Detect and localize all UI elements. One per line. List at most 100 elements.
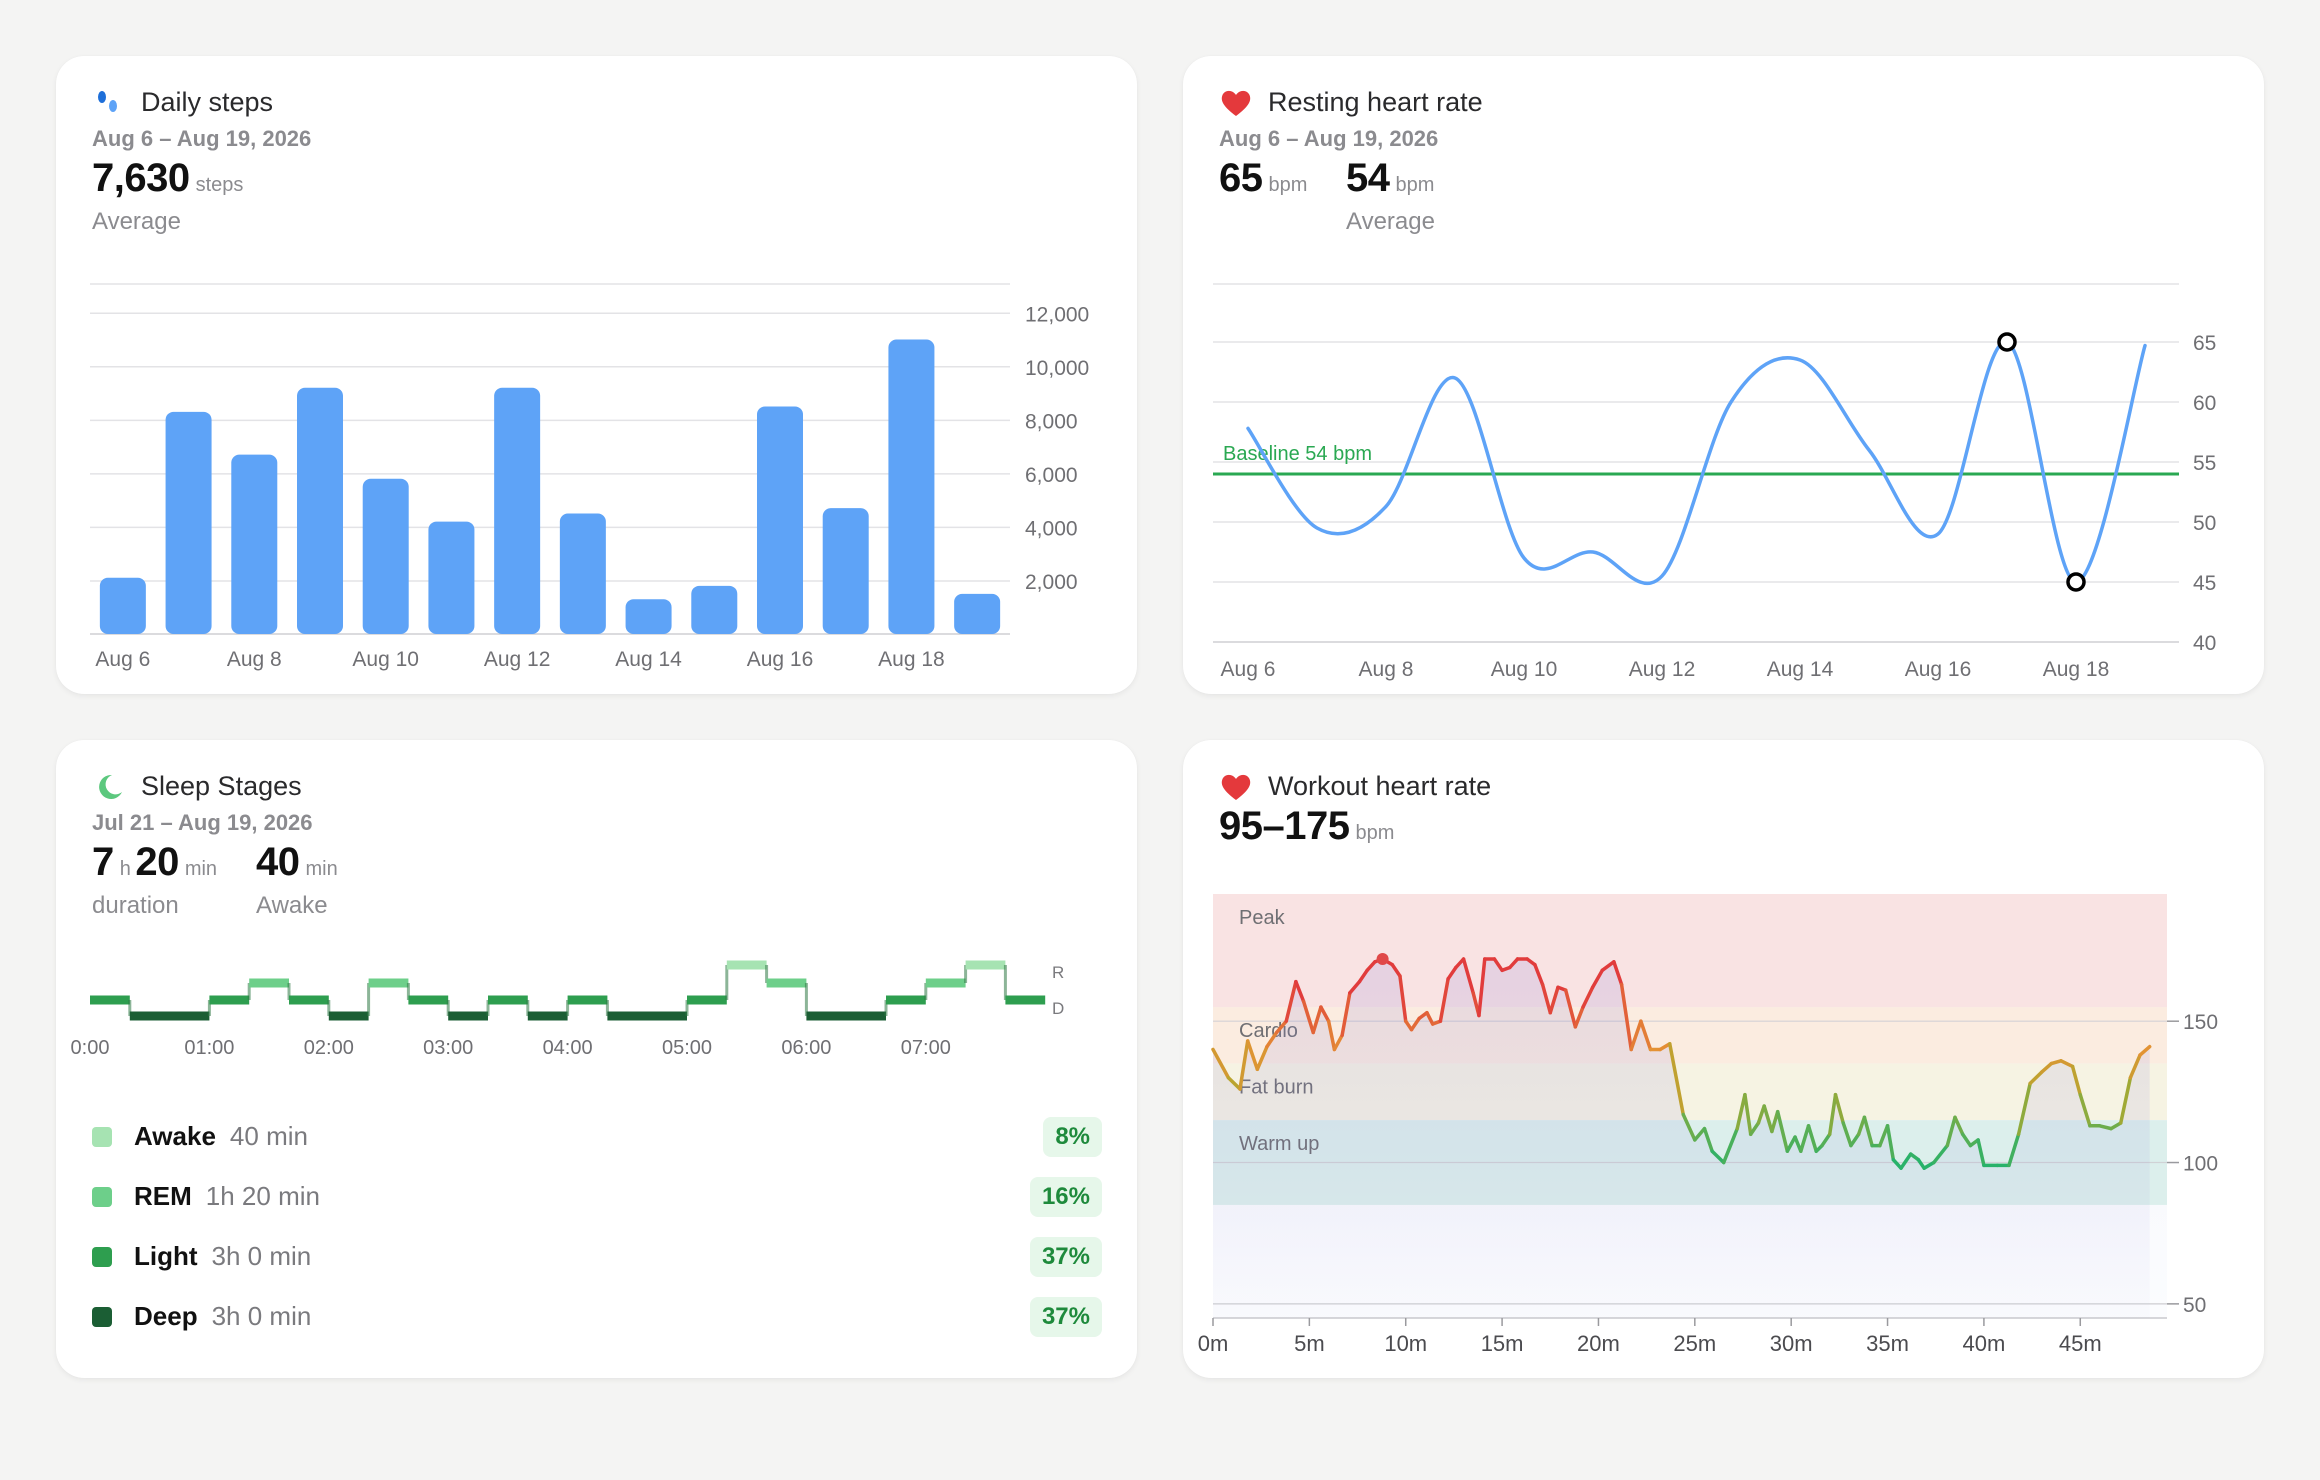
hr-line-segment <box>1799 1124 1811 1153</box>
stat-caption: Average <box>1346 208 1435 235</box>
x-tick-label: Aug 6 <box>95 648 150 671</box>
hr-line-segment <box>1409 1016 1421 1032</box>
y-tick-label: 12,000 <box>1025 303 1089 326</box>
hr-line-segment <box>1639 1019 1653 1052</box>
hr-range-stat: 95–175 bpm <box>1219 804 1394 849</box>
y-tick-label: 45 <box>2193 572 2216 595</box>
bar <box>691 585 738 634</box>
hr-line-segment <box>1612 960 1624 987</box>
x-tick-label: Aug 14 <box>615 648 682 671</box>
stat-unit: bpm <box>1395 174 1435 196</box>
series-line <box>1246 340 2147 586</box>
bar <box>954 593 1001 634</box>
legend-swatch <box>92 1307 112 1327</box>
y-tick-label: 100 <box>2183 1153 2218 1176</box>
hr-line-segment <box>1284 979 1298 1023</box>
hr-line-segment <box>2078 1092 2092 1128</box>
hr-line-segment <box>2007 1132 2021 1168</box>
stage-percentage-badge: 16% <box>1029 1177 1102 1217</box>
hr-line-segment <box>1265 1030 1279 1049</box>
hr-line-segment <box>2059 1059 2075 1069</box>
hr-line-segment <box>1365 960 1377 973</box>
x-tick-label: 07:00 <box>901 1037 951 1059</box>
bar <box>757 406 803 634</box>
hr-line-segment <box>1658 1042 1672 1052</box>
resting-heart-rate-line-chart: 40 45 50 55 60 65 Baseline 54 bpm Aug 6 Aug 8 Aug… <box>1213 283 2216 681</box>
x-tick-label: 10m <box>1384 1331 1427 1356</box>
hr-line-segment <box>1211 1047 1231 1080</box>
hr-line-segment <box>1702 1126 1714 1153</box>
y-tick-label: 60 <box>2193 392 2216 415</box>
hr-line-segment <box>2109 1121 2123 1131</box>
duration-minutes: 20 <box>135 840 179 884</box>
hr-line-segment <box>1390 962 1402 978</box>
heart-icon <box>1221 774 1251 800</box>
highlight-point <box>2066 572 2086 592</box>
x-tick-label: Aug 8 <box>227 648 282 671</box>
hr-line-segment <box>1960 1132 1973 1148</box>
duration-hours: 7 <box>92 840 114 884</box>
footsteps-icon <box>98 91 117 112</box>
highlight-point <box>1997 332 2017 352</box>
card-title: Workout heart rate <box>1268 771 1492 801</box>
heart-icon <box>1221 90 1251 116</box>
x-tick-label: 02:00 <box>304 1037 354 1059</box>
x-tick-label: Aug 14 <box>1767 658 1834 681</box>
legend-item-awake[interactable]: Awake 40 min 8% <box>92 1117 1102 1157</box>
hr-line-segment <box>1438 977 1450 1023</box>
workout-heart-rate-chart: 50100150PeakCardioFat burnWarm up0m5m10m… <box>1198 894 2218 1356</box>
bar <box>428 521 475 634</box>
hr-line-segment <box>1332 1033 1344 1052</box>
bar <box>822 508 869 634</box>
resting-heart-rate-card[interactable]: Resting heart rate Aug 6 – Aug 19, 2026 … <box>1183 56 2264 694</box>
stage-duration: 3h 0 min <box>211 1301 312 1331</box>
hr-line-segment <box>1841 1121 1853 1148</box>
moon-icon <box>99 774 122 799</box>
hr-line-segment <box>1326 1019 1337 1052</box>
hr-line-segment <box>1548 985 1560 1015</box>
legend-swatch <box>92 1247 112 1267</box>
workout-heart-rate-card[interactable]: Workout heart rate 95–175 bpm 50 100 150 Pea… <box>1183 740 2264 1378</box>
x-tick-label: 06:00 <box>781 1037 831 1059</box>
date-range: Jul 21 – Aug 19, 2026 <box>92 810 313 835</box>
hr-line-segment <box>1477 957 1487 1018</box>
hr-line-segment <box>1357 968 1369 984</box>
stat-caption: duration <box>92 892 179 919</box>
stage-percentage-badge: 37% <box>1029 1297 1102 1337</box>
stat-value: 40 <box>256 840 300 884</box>
y-tick-label: 4,000 <box>1025 517 1078 540</box>
hr-line-segment <box>2039 1061 2054 1074</box>
hr-line-segment <box>1508 957 1520 970</box>
steps-bar-chart: 2,000 4,000 6,000 8,000 10,000 12,000 Aug 6 Aug… <box>90 283 1089 671</box>
hours-unit: h <box>119 858 131 880</box>
y-tick-label: 40 <box>2193 632 2216 655</box>
average-steps-stat: 7,630 steps <box>92 156 243 201</box>
x-tick-label: Aug 6 <box>1221 658 1276 681</box>
daily-steps-card[interactable]: Daily steps Aug 6 – Aug 19, 2026 7,630 st… <box>56 56 1137 694</box>
legend-item-light[interactable]: Light 3h 0 min 37% <box>92 1237 1102 1277</box>
y-tick-label: 50 <box>2193 512 2216 535</box>
hr-line-segment <box>1425 1010 1435 1026</box>
stage-axis-label: R <box>1052 963 1064 982</box>
stage-axis-label: D <box>1052 999 1064 1018</box>
hr-line-segment <box>2016 1081 2032 1137</box>
stat-value: 7,630 <box>92 156 190 200</box>
average-rhr-stat: 54 bpm <box>1346 156 1434 201</box>
hr-line-segment <box>2138 1044 2152 1057</box>
hr-line-segment <box>1629 1019 1643 1052</box>
legend-item-rem[interactable]: REM 1h 20 min 16% <box>92 1177 1102 1217</box>
x-tick-label: Aug 18 <box>2043 658 2110 681</box>
stage-percentage-badge: 37% <box>1029 1237 1102 1277</box>
hr-line-segment <box>1820 1132 1832 1148</box>
hr-line-segment <box>1398 974 1408 1023</box>
legend-item-deep[interactable]: Deep 3h 0 min 37% <box>92 1297 1102 1337</box>
hr-line-segment <box>1619 982 1633 1052</box>
hr-line-segment <box>1681 1112 1697 1142</box>
stage-percentage-badge: 8% <box>1043 1117 1102 1157</box>
x-tick-label: 5m <box>1294 1331 1325 1356</box>
bar <box>888 339 935 634</box>
hr-line-segment <box>1885 1124 1896 1162</box>
hr-line-segment <box>1833 1092 1845 1125</box>
hr-line-segment <box>1762 1104 1774 1134</box>
